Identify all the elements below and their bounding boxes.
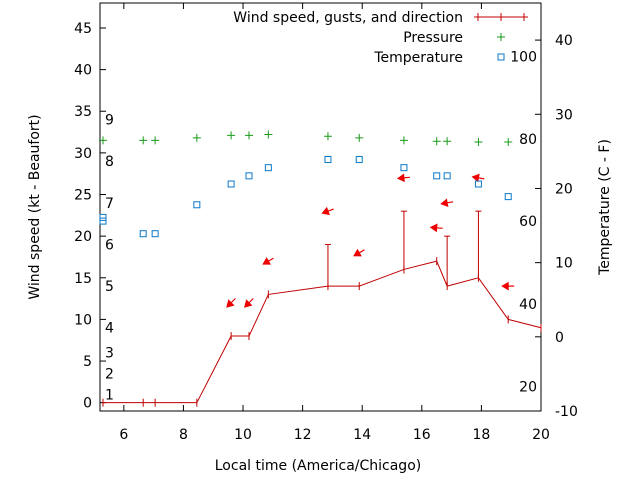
y-tick-label: 30 [74, 146, 92, 162]
wind-direction-arrow [353, 248, 362, 257]
legend-swatch-temperature [497, 53, 505, 61]
fahrenheit-label: 100 [510, 49, 537, 65]
temperature-point [324, 156, 332, 164]
x-axis: 6 8 10 12 14 16 18 20 [119, 3, 550, 443]
y2-tick-label: 30 [555, 107, 573, 123]
legend-label-wind: Wind speed, gusts, and direction [233, 10, 463, 26]
y-axis-right: -10 0 10 20 30 40 [535, 33, 578, 420]
y2-axis-title: Temperature (C - F) [597, 139, 613, 276]
beaufort-label: 2 [105, 367, 114, 383]
y2-tick-label: 20 [555, 181, 573, 197]
temperature-point [193, 201, 201, 209]
pressure-point [227, 131, 236, 140]
temperature-point [504, 193, 512, 201]
plot-frame [99, 2, 542, 412]
beaufort-label: 5 [105, 279, 114, 295]
temperature-point [151, 230, 159, 238]
temperature-point [443, 172, 451, 180]
temperature-point [99, 217, 107, 225]
pressure-point [443, 137, 452, 146]
legend-label-temperature: Temperature [373, 50, 463, 66]
wind-direction-arrow [226, 299, 235, 308]
pressure-point [139, 136, 148, 145]
x-tick-label: 14 [353, 427, 371, 443]
temperature-point [400, 164, 408, 172]
fahrenheit-label: 80 [519, 132, 537, 148]
y-tick-label: 40 [74, 63, 92, 79]
beaufort-label: 7 [105, 196, 114, 212]
y-tick-label: 5 [83, 354, 92, 370]
temperature-point [99, 213, 107, 221]
beaufort-scale: 1 2 3 4 5 6 7 8 9 [105, 113, 114, 404]
wind-direction-arrow [321, 206, 330, 216]
beaufort-label: 6 [105, 237, 114, 253]
pressure-point [151, 136, 160, 145]
wind-direction-arrow [396, 173, 405, 183]
beaufort-label: 8 [105, 154, 114, 170]
x-tick-label: 8 [179, 427, 188, 443]
y-tick-label: 25 [74, 188, 92, 204]
y-tick-label: 15 [74, 271, 92, 287]
series-layer [98, 130, 542, 407]
y2-tick-label: 0 [555, 330, 564, 346]
beaufort-label: 1 [105, 387, 114, 403]
fahrenheit-label: 20 [519, 380, 537, 396]
x-tick-label: 10 [234, 427, 252, 443]
temperature-point [433, 172, 441, 180]
pressure-point [192, 133, 201, 142]
pressure-point [355, 133, 364, 142]
temperature-point [245, 172, 253, 180]
x-tick-label: 6 [119, 427, 128, 443]
fahrenheit-label: 60 [519, 214, 537, 230]
y-tick-label: 35 [74, 104, 92, 120]
pressure-point [504, 138, 513, 147]
wind-direction-arrow [501, 281, 509, 291]
wind-speed-line [102, 260, 542, 404]
wind-direction-arrow [440, 198, 449, 208]
y-tick-label: 45 [74, 21, 92, 37]
temperature-point [355, 156, 363, 164]
pressure-point [399, 136, 408, 145]
y-axis-title: Wind speed (kt - Beaufort) [27, 114, 43, 299]
y-tick-label: 0 [83, 396, 92, 412]
x-tick-label: 16 [413, 427, 431, 443]
legend-label-pressure: Pressure [403, 30, 463, 46]
pressure-point [432, 137, 441, 146]
pressure-point [98, 136, 107, 145]
y-tick-label: 20 [74, 229, 92, 245]
legend: Wind speed, gusts, and direction Pressur… [233, 10, 528, 66]
x-tick-label: 12 [294, 427, 312, 443]
wind-direction-arrow [429, 223, 438, 233]
temperature-point [227, 180, 235, 188]
legend-swatch-pressure [497, 33, 505, 41]
fahrenheit-label: 40 [519, 297, 537, 313]
y-tick-label: 10 [74, 312, 92, 328]
pressure-point [264, 130, 273, 139]
x-tick-label: 18 [472, 427, 490, 443]
y2-tick-label: 10 [555, 256, 573, 272]
y-axis-left: 0 5 10 15 20 25 30 35 40 45 [74, 21, 106, 412]
beaufort-label: 9 [105, 113, 114, 129]
temperature-point [264, 164, 272, 172]
pressure-point [244, 131, 253, 140]
pressure-point [323, 132, 332, 141]
x-tick-label: 20 [532, 427, 550, 443]
beaufort-label: 3 [105, 346, 114, 362]
wind-direction-arrow [262, 257, 271, 265]
wind-direction-arrow [471, 173, 480, 183]
temperature-point [139, 230, 147, 238]
x-axis-title: Local time (America/Chicago) [215, 458, 421, 474]
y2-tick-label: 40 [555, 33, 573, 49]
temperature-point [474, 180, 482, 188]
beaufort-label: 4 [105, 321, 114, 337]
y2-tick-label: -10 [555, 404, 578, 420]
fahrenheit-scale: 20 40 60 80 100 [510, 49, 537, 395]
wind-direction-arrow [244, 299, 253, 308]
pressure-point [474, 138, 483, 147]
